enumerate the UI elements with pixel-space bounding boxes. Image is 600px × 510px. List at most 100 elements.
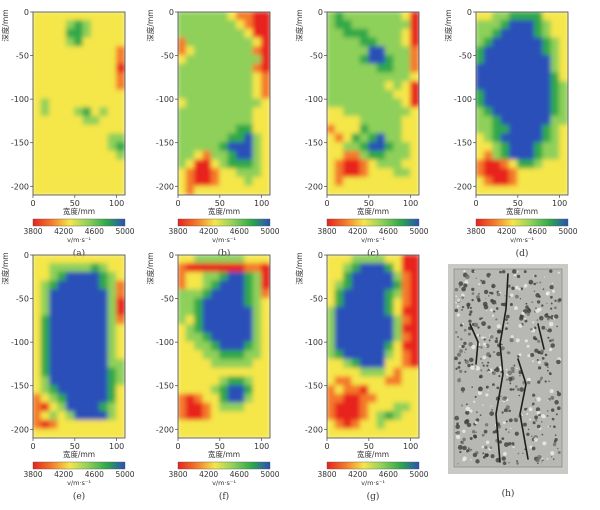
heatmap-cell [376,124,387,135]
heatmap-cell [178,332,187,343]
heatmap-cell [178,98,187,109]
heatmap-cell [194,419,204,430]
heatmap-cell [410,159,419,170]
grain [500,343,503,346]
heatmap-cell [500,159,511,170]
heatmap-cell [107,315,118,326]
heatmap-cell [40,72,51,83]
heatmap-cell [202,255,213,265]
heatmap-cell [116,107,125,118]
heatmap-cell [384,133,395,144]
heatmap-cell [410,63,419,74]
heatmap-cell [359,54,370,65]
heatmap-cell [185,280,196,291]
heatmap-cell [74,358,84,369]
grain [529,445,533,449]
heatmap-cell [194,124,204,135]
heatmap-cell [227,142,238,153]
heatmap-cell [99,376,109,387]
grain [507,351,511,355]
heatmap-cell [219,63,229,74]
heatmap-cell [107,341,118,352]
grain [461,309,463,311]
heatmap-cell [252,341,263,352]
heatmap-cell [40,168,51,179]
heatmap-cell [235,12,246,22]
heatmap-cell [334,168,345,179]
heatmap-cell [368,72,378,83]
heatmap-cell [252,98,263,109]
heatmap-cell [40,402,51,413]
grain [473,322,479,328]
heatmap-cell [244,350,254,361]
heatmap-cell [227,428,238,438]
heatmap-cell [252,168,263,179]
grain [537,462,539,465]
heatmap-cell [219,263,229,274]
grain [521,311,525,316]
heatmap-cell [261,350,270,361]
heatmap-cell [393,37,403,48]
heatmap-cell [261,428,270,438]
heatmap-cell [116,28,125,39]
heatmap-cell [327,324,336,335]
heatmap-cell [99,176,109,187]
heatmap-cell [178,81,187,92]
grain [502,451,507,456]
heatmap-cell [219,297,229,308]
heatmap-cell [219,150,229,161]
heatmap-cell [210,81,221,92]
heatmap-cell [327,20,336,31]
heatmap-cell [500,150,511,161]
heatmap-cell [219,72,229,83]
heatmap-cell [57,28,68,39]
y-axis-label: 深度/mm [0,252,10,284]
heatmap-cell [410,107,419,118]
heatmap-cell [244,393,254,404]
heatmap-cell [185,393,196,404]
heatmap-cell [235,115,246,126]
heatmap-cell [384,255,395,265]
heatmap-cell [343,263,353,274]
grain [504,295,506,297]
x-axis-label: 宽度/mm [357,206,389,216]
heatmap-cell [227,159,238,170]
heatmap-cell [384,12,395,22]
grain [506,324,508,326]
grain [495,337,498,340]
heatmap-cell [178,306,187,317]
grain [456,298,461,302]
heatmap-cell [74,107,84,118]
heatmap-cell [82,402,93,413]
heatmap-cell [219,185,229,195]
grain [531,435,533,437]
heatmap-cell [178,341,187,352]
heatmap-cell [227,107,238,118]
heatmap-cell [227,402,238,413]
heatmap-cell [116,315,125,326]
grain [506,322,509,325]
heatmap-cell [327,176,336,187]
heatmap-cell [202,54,213,65]
heatmap-cell [99,150,109,161]
grain [467,447,470,450]
heatmap-cell [525,115,536,126]
heatmap-cell [359,332,370,343]
colorbar [32,461,126,470]
heatmap-cell [376,37,387,48]
heatmap-cell [359,185,370,195]
heatmap-cell [384,185,395,195]
heatmap-cell [500,28,511,39]
heatmap-cell [235,367,246,378]
heatmap-cell [178,46,187,57]
heatmap-cell [401,168,412,179]
heatmap-cell [476,12,485,22]
heatmap-cell [327,376,336,387]
heatmap-cell [82,350,93,361]
heatmap-cell [559,46,568,57]
heatmap-cell [508,20,519,31]
heatmap-cell [82,115,93,126]
heatmap-cell [178,255,187,265]
grain [490,405,493,407]
